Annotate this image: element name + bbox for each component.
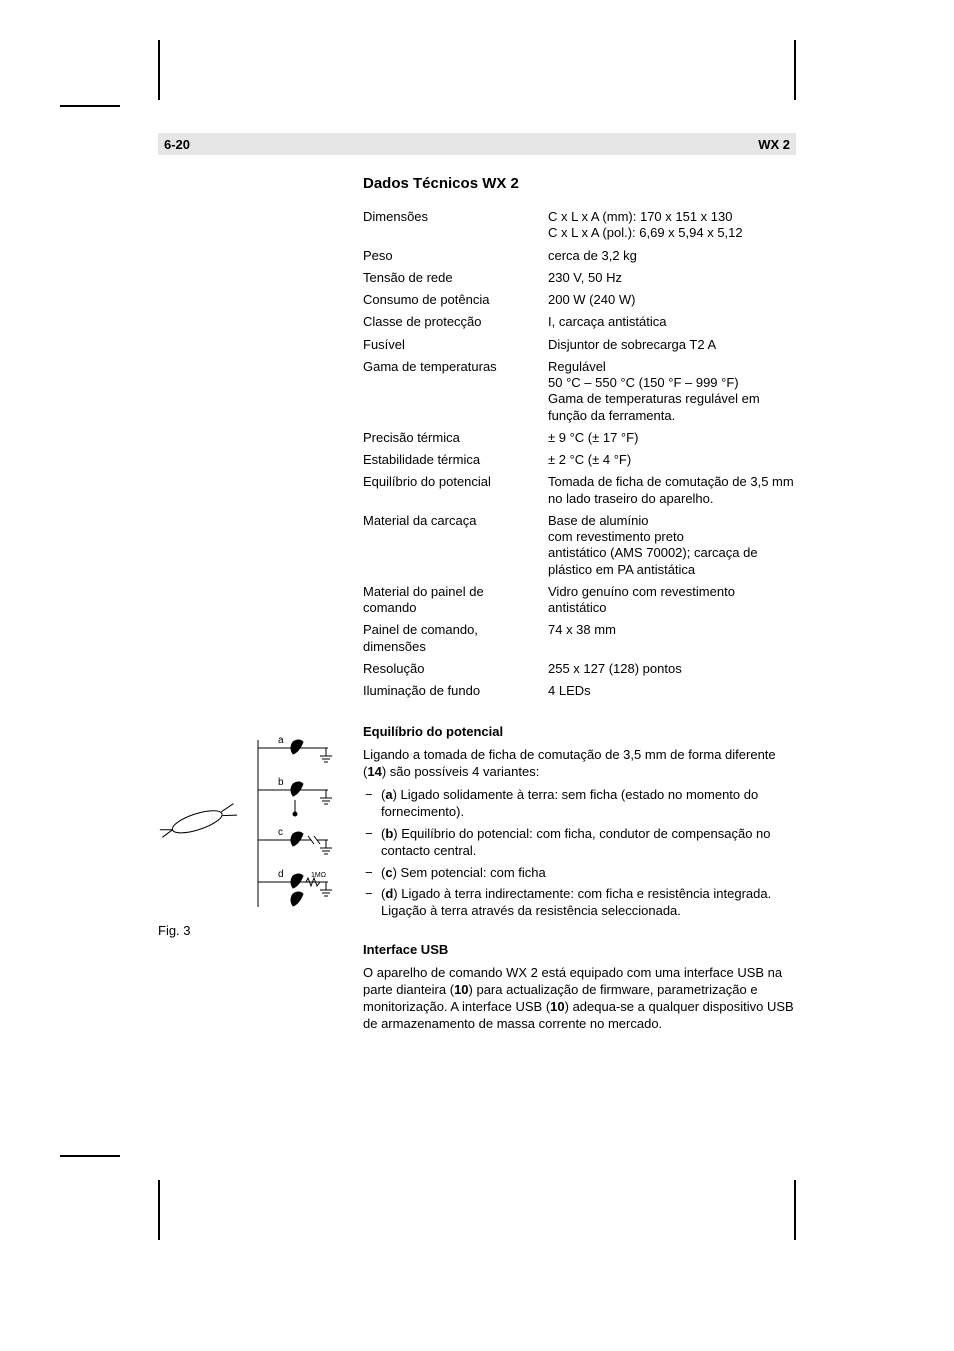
table-row: Resolução255 x 127 (128) pontos (363, 658, 796, 680)
spec-label: Classe de protecção (363, 311, 548, 333)
list-item: (c) Sem potencial: com ficha (363, 865, 796, 882)
spec-value: 74 x 38 mm (548, 619, 796, 658)
crop-mark (794, 1180, 796, 1240)
spec-label: Dimensões (363, 206, 548, 245)
table-row: Gama de temperaturasRegulável50 °C – 550… (363, 356, 796, 427)
spec-label: Material da carcaça (363, 510, 548, 581)
spec-label: Resolução (363, 658, 548, 680)
spec-label: Tensão de rede (363, 267, 548, 289)
spec-label: Peso (363, 245, 548, 267)
spec-label: Gama de temperaturas (363, 356, 548, 427)
spec-title: Dados Técnicos WX 2 (363, 175, 796, 192)
spec-value: 200 W (240 W) (548, 289, 796, 311)
table-row: Consumo de potência200 W (240 W) (363, 289, 796, 311)
content-area: Dados Técnicos WX 2 DimensõesC x L x A (… (158, 175, 796, 1039)
spec-value: Base de alumíniocom revestimento pretoan… (548, 510, 796, 581)
spec-table: DimensõesC x L x A (mm): 170 x 151 x 130… (363, 206, 796, 702)
table-row: Estabilidade térmica± 2 °C (± 4 °F) (363, 449, 796, 471)
table-row: DimensõesC x L x A (mm): 170 x 151 x 130… (363, 206, 796, 245)
spec-label: Equilíbrio do potencial (363, 471, 548, 510)
spec-value: Vidro genuíno com revestimento antistáti… (548, 581, 796, 620)
page-header: 6-20 WX 2 (158, 133, 796, 155)
table-row: Precisão térmica± 9 °C (± 17 °F) (363, 427, 796, 449)
list-item: (b) Equilíbrio do potencial: com ficha, … (363, 826, 796, 860)
crop-mark (158, 40, 160, 100)
spec-value: 230 V, 50 Hz (548, 267, 796, 289)
table-row: Tensão de rede230 V, 50 Hz (363, 267, 796, 289)
table-row: Material do painel de comandoVidro genuí… (363, 581, 796, 620)
spec-value: C x L x A (mm): 170 x 151 x 130C x L x A… (548, 206, 796, 245)
equilibrium-intro: Ligando a tomada de ficha de comutação d… (363, 747, 796, 781)
table-row: Material da carcaçaBase de alumíniocom r… (363, 510, 796, 581)
spec-label: Material do painel de comando (363, 581, 548, 620)
usb-paragraph: O aparelho de comando WX 2 está equipado… (363, 965, 796, 1033)
spec-label: Iluminação de fundo (363, 680, 548, 702)
spec-label: Painel de comando, dimensões (363, 619, 548, 658)
table-row: FusívelDisjuntor de sobrecarga T2 A (363, 334, 796, 356)
spec-label: Consumo de potência (363, 289, 548, 311)
spec-value: Regulável50 °C – 550 °C (150 °F – 999 °F… (548, 356, 796, 427)
spec-value: I, carcaça antistática (548, 311, 796, 333)
table-row: Iluminação de fundo4 LEDs (363, 680, 796, 702)
list-item: (a) Ligado solidamente à terra: sem fich… (363, 787, 796, 821)
main-column: Dados Técnicos WX 2 DimensõesC x L x A (… (363, 175, 796, 1033)
page-number: 6-20 (164, 137, 190, 152)
usb-title: Interface USB (363, 942, 796, 957)
spec-value: ± 2 °C (± 4 °F) (548, 449, 796, 471)
spec-value: 255 x 127 (128) pontos (548, 658, 796, 680)
crop-mark (158, 1180, 160, 1240)
spec-value: cerca de 3,2 kg (548, 245, 796, 267)
spec-value: 4 LEDs (548, 680, 796, 702)
equilibrium-list: (a) Ligado solidamente à terra: sem fich… (363, 787, 796, 920)
table-row: Pesocerca de 3,2 kg (363, 245, 796, 267)
crop-mark (60, 105, 120, 107)
spec-value: Disjuntor de sobrecarga T2 A (548, 334, 796, 356)
spec-label: Estabilidade térmica (363, 449, 548, 471)
equilibrium-title: Equilíbrio do potencial (363, 724, 796, 739)
crop-mark (794, 40, 796, 100)
spec-label: Precisão térmica (363, 427, 548, 449)
spec-label: Fusível (363, 334, 548, 356)
crop-mark (60, 1155, 120, 1157)
spec-value: ± 9 °C (± 17 °F) (548, 427, 796, 449)
table-row: Classe de protecçãoI, carcaça antistátic… (363, 311, 796, 333)
list-item: (d) Ligado à terra indirectamente: com f… (363, 886, 796, 920)
table-row: Painel de comando, dimensões74 x 38 mm (363, 619, 796, 658)
table-row: Equilíbrio do potencialTomada de ficha d… (363, 471, 796, 510)
model-label: WX 2 (758, 137, 790, 152)
spec-value: Tomada de ficha de comutação de 3,5 mm n… (548, 471, 796, 510)
page: 6-20 WX 2 a (0, 0, 954, 1351)
